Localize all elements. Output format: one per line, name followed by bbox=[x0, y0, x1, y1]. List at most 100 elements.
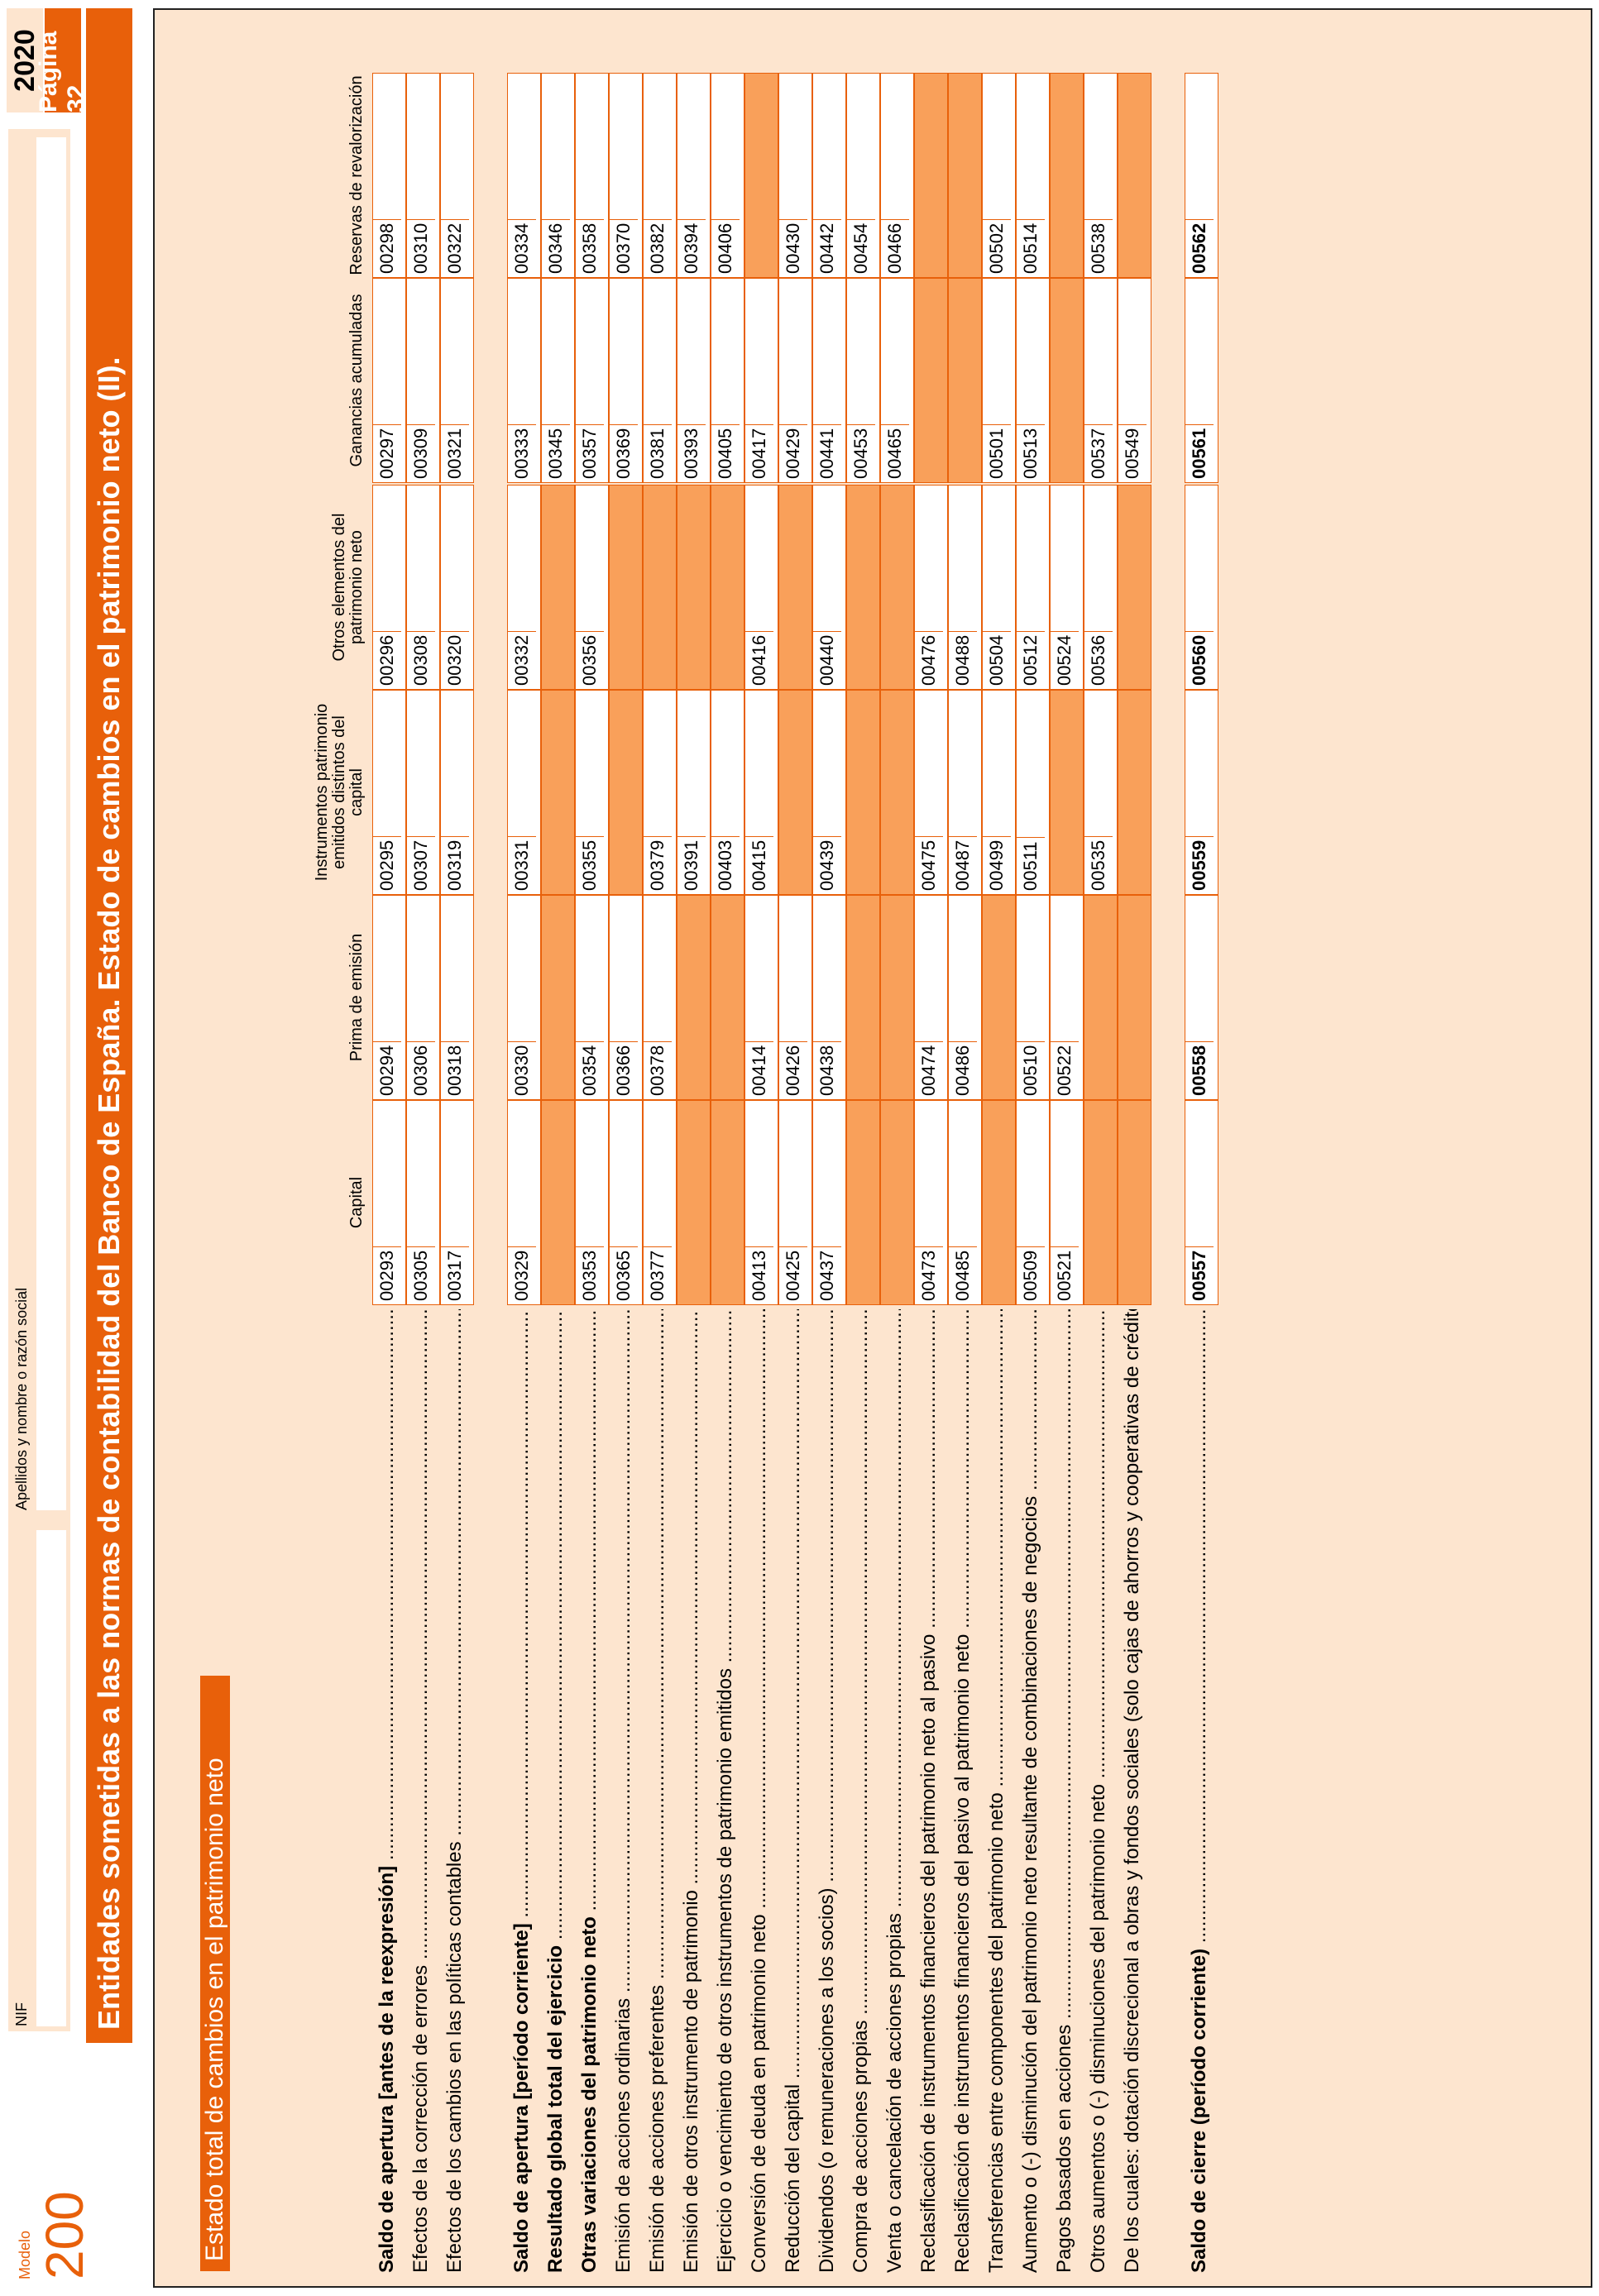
amount-cell[interactable]: 00365 bbox=[609, 1100, 643, 1305]
amount-cell[interactable]: 00330 bbox=[507, 895, 541, 1100]
amount-cell[interactable]: 00403 bbox=[711, 690, 744, 895]
amount-cell[interactable]: 00354 bbox=[575, 895, 609, 1100]
amount-cell[interactable]: 00509 bbox=[1016, 1100, 1050, 1305]
amount-cell[interactable]: 00510 bbox=[1016, 895, 1050, 1100]
amount-cell[interactable]: 00473 bbox=[914, 1100, 948, 1305]
amount-cell[interactable]: 00512 bbox=[1016, 485, 1050, 690]
amount-cell[interactable]: 00429 bbox=[778, 278, 812, 483]
amount-cell[interactable]: 00391 bbox=[677, 690, 711, 895]
amount-cell[interactable]: 00317 bbox=[440, 1100, 474, 1305]
amount-cell[interactable]: 00486 bbox=[948, 895, 982, 1100]
amount-cell[interactable]: 00440 bbox=[812, 485, 846, 690]
amount-cell[interactable]: 00474 bbox=[914, 895, 948, 1100]
amount-cell[interactable]: 00549 bbox=[1118, 278, 1151, 483]
amount-cell[interactable]: 00465 bbox=[880, 278, 914, 483]
amount-cell[interactable]: 00430 bbox=[778, 73, 812, 278]
amount-cell[interactable]: 00333 bbox=[507, 278, 541, 483]
amount-cell[interactable]: 00413 bbox=[744, 1100, 778, 1305]
amount-cell[interactable]: 00417 bbox=[744, 278, 778, 483]
amount-cell[interactable]: 00504 bbox=[982, 485, 1016, 690]
amount-cell[interactable]: 00442 bbox=[812, 73, 846, 278]
amount-cell[interactable]: 00488 bbox=[948, 485, 982, 690]
amount-cell[interactable]: 00319 bbox=[440, 690, 474, 895]
amount-cell[interactable]: 00524 bbox=[1050, 485, 1084, 690]
amount-cell[interactable]: 00536 bbox=[1084, 485, 1118, 690]
amount-cell[interactable]: 00296 bbox=[372, 485, 406, 690]
amount-cell[interactable]: 00357 bbox=[575, 278, 609, 483]
amount-cell[interactable]: 00441 bbox=[812, 278, 846, 483]
amount-cell[interactable]: 00329 bbox=[507, 1100, 541, 1305]
amount-cell[interactable]: 00487 bbox=[948, 690, 982, 895]
amount-cell[interactable]: 00475 bbox=[914, 690, 948, 895]
amount-cell[interactable]: 00513 bbox=[1016, 278, 1050, 483]
amount-cell[interactable]: 00322 bbox=[440, 73, 474, 278]
amount-cell[interactable]: 00393 bbox=[677, 278, 711, 483]
amount-cell[interactable]: 00559 bbox=[1185, 690, 1218, 895]
amount-cell[interactable]: 00358 bbox=[575, 73, 609, 278]
amount-cell[interactable]: 00406 bbox=[711, 73, 744, 278]
amount-cell[interactable]: 00453 bbox=[846, 278, 880, 483]
amount-cell[interactable]: 00414 bbox=[744, 895, 778, 1100]
amount-cell[interactable]: 00332 bbox=[507, 485, 541, 690]
amount-cell[interactable]: 00297 bbox=[372, 278, 406, 483]
amount-cell[interactable]: 00382 bbox=[643, 73, 677, 278]
amount-cell[interactable]: 00415 bbox=[744, 690, 778, 895]
amount-cell[interactable]: 00558 bbox=[1185, 895, 1218, 1100]
amount-cell[interactable]: 00353 bbox=[575, 1100, 609, 1305]
amount-cell[interactable]: 00476 bbox=[914, 485, 948, 690]
amount-cell[interactable]: 00378 bbox=[643, 895, 677, 1100]
amount-cell[interactable]: 00485 bbox=[948, 1100, 982, 1305]
amount-cell[interactable]: 00293 bbox=[372, 1100, 406, 1305]
amount-cell[interactable]: 00521 bbox=[1050, 1100, 1084, 1305]
amount-cell[interactable]: 00466 bbox=[880, 73, 914, 278]
amount-cell[interactable]: 00499 bbox=[982, 690, 1016, 895]
amount-cell[interactable]: 00557 bbox=[1185, 1100, 1218, 1305]
amount-cell[interactable]: 00454 bbox=[846, 73, 880, 278]
amount-cell[interactable]: 00561 bbox=[1185, 278, 1218, 483]
name-input[interactable] bbox=[36, 137, 66, 1510]
amount-cell[interactable]: 00426 bbox=[778, 895, 812, 1100]
amount-cell[interactable]: 00356 bbox=[575, 485, 609, 690]
amount-cell[interactable]: 00321 bbox=[440, 278, 474, 483]
amount-cell[interactable]: 00511 bbox=[1016, 690, 1050, 895]
amount-cell[interactable]: 00334 bbox=[507, 73, 541, 278]
amount-cell[interactable]: 00310 bbox=[406, 73, 440, 278]
amount-cell[interactable]: 00560 bbox=[1185, 485, 1218, 690]
amount-cell[interactable]: 00394 bbox=[677, 73, 711, 278]
amount-cell[interactable]: 00320 bbox=[440, 485, 474, 690]
amount-cell[interactable]: 00405 bbox=[711, 278, 744, 483]
amount-cell[interactable]: 00331 bbox=[507, 690, 541, 895]
nif-input[interactable] bbox=[36, 1530, 66, 2026]
amount-cell[interactable]: 00370 bbox=[609, 73, 643, 278]
amount-cell[interactable]: 00381 bbox=[643, 278, 677, 483]
amount-cell[interactable]: 00437 bbox=[812, 1100, 846, 1305]
amount-cell[interactable]: 00416 bbox=[744, 485, 778, 690]
amount-cell[interactable]: 00355 bbox=[575, 690, 609, 895]
amount-cell[interactable]: 00377 bbox=[643, 1100, 677, 1305]
amount-cell[interactable]: 00294 bbox=[372, 895, 406, 1100]
amount-cell[interactable]: 00537 bbox=[1084, 278, 1118, 483]
amount-cell[interactable]: 00346 bbox=[541, 73, 575, 278]
amount-cell[interactable]: 00535 bbox=[1084, 690, 1118, 895]
amount-cell[interactable]: 00522 bbox=[1050, 895, 1084, 1100]
amount-cell[interactable]: 00306 bbox=[406, 895, 440, 1100]
amount-cell[interactable]: 00369 bbox=[609, 278, 643, 483]
amount-cell[interactable]: 00425 bbox=[778, 1100, 812, 1305]
amount-cell[interactable]: 00295 bbox=[372, 690, 406, 895]
amount-cell[interactable]: 00562 bbox=[1185, 73, 1218, 278]
amount-cell[interactable]: 00345 bbox=[541, 278, 575, 483]
amount-cell[interactable]: 00366 bbox=[609, 895, 643, 1100]
amount-cell[interactable]: 00438 bbox=[812, 895, 846, 1100]
amount-cell[interactable]: 00439 bbox=[812, 690, 846, 895]
amount-cell[interactable]: 00514 bbox=[1016, 73, 1050, 278]
amount-cell[interactable]: 00318 bbox=[440, 895, 474, 1100]
amount-cell[interactable]: 00305 bbox=[406, 1100, 440, 1305]
amount-cell[interactable]: 00502 bbox=[982, 73, 1016, 278]
amount-cell[interactable]: 00538 bbox=[1084, 73, 1118, 278]
amount-cell[interactable]: 00298 bbox=[372, 73, 406, 278]
amount-cell[interactable]: 00307 bbox=[406, 690, 440, 895]
amount-cell[interactable]: 00309 bbox=[406, 278, 440, 483]
amount-cell[interactable]: 00379 bbox=[643, 690, 677, 895]
amount-cell[interactable]: 00308 bbox=[406, 485, 440, 690]
amount-cell[interactable]: 00501 bbox=[982, 278, 1016, 483]
